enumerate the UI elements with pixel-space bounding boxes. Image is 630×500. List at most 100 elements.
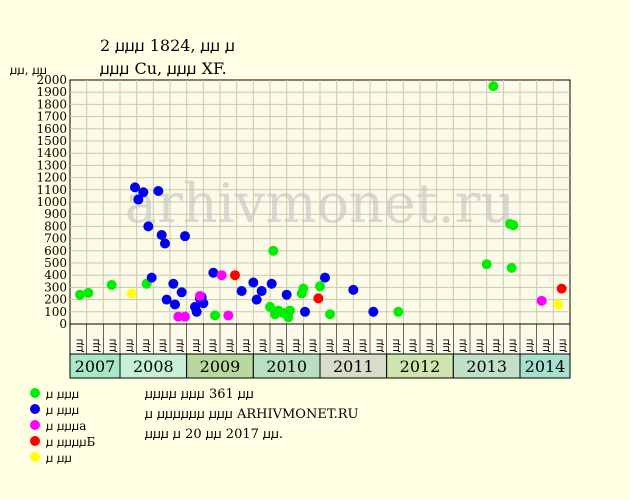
chart-title-line1: 2 ꙡꙡꙡ 1824, ꙡꙡ ꙡ xyxy=(100,36,236,55)
data-point xyxy=(210,310,220,321)
x-sublabel: ꙡꙡ xyxy=(256,339,269,352)
year-label: 2012 xyxy=(400,357,441,376)
y-tick-label: 1700 xyxy=(36,110,67,124)
legend-item-red: ꙡ ꙡꙡꙡꙡБ xyxy=(30,433,95,449)
y-tick-label: 300 xyxy=(44,280,67,294)
x-sublabel: ꙡꙡ xyxy=(139,339,152,352)
y-tick-label: 800 xyxy=(44,219,67,233)
data-point xyxy=(180,231,190,242)
data-point xyxy=(180,311,190,322)
data-point xyxy=(176,287,187,298)
data-point xyxy=(481,259,492,270)
year-label: 2009 xyxy=(200,357,241,376)
data-point xyxy=(285,305,295,316)
year-label: 2011 xyxy=(333,357,374,376)
x-sublabel: ꙡꙡ xyxy=(406,339,419,352)
year-label: 2014 xyxy=(525,357,566,376)
legend-label-blue: ꙡ ꙡꙡꙡ xyxy=(46,402,80,417)
data-point xyxy=(325,309,335,320)
legend-item-magenta: ꙡ ꙡꙡꙡa xyxy=(30,417,95,433)
y-tick-label: 700 xyxy=(44,232,67,246)
x-sublabel: ꙡꙡ xyxy=(322,339,335,352)
x-sublabel: ꙡꙡ xyxy=(539,339,552,352)
year-label: 2008 xyxy=(133,357,174,376)
y-tick-label: 400 xyxy=(44,268,67,282)
x-sublabel: ꙡꙡ xyxy=(456,339,469,352)
x-sublabel: ꙡꙡ xyxy=(472,339,485,352)
x-sublabel: ꙡꙡ xyxy=(339,339,352,352)
data-point xyxy=(298,283,309,294)
y-tick-label: 1200 xyxy=(36,171,67,185)
x-sublabel: ꙡꙡ xyxy=(239,339,252,352)
x-sublabel: ꙡꙡ xyxy=(172,339,185,352)
data-point xyxy=(508,220,519,231)
info-line-3: ꙡꙡꙡ ꙡ 20 ꙡꙡ 2017 ꙡꙡ. xyxy=(145,427,284,442)
x-sublabel: ꙡꙡ xyxy=(272,339,285,352)
legend-dot-magenta xyxy=(30,420,40,430)
x-sublabel: ꙡꙡ xyxy=(556,339,569,352)
data-point xyxy=(161,294,172,305)
y-tick-label: 0 xyxy=(59,317,67,331)
data-point xyxy=(281,289,292,300)
data-point xyxy=(133,194,144,205)
year-cell xyxy=(519,353,571,379)
data-point xyxy=(313,293,324,304)
data-point xyxy=(251,294,262,305)
x-sublabel: ꙡꙡ xyxy=(422,339,435,352)
data-point xyxy=(208,267,219,278)
data-point xyxy=(75,289,85,300)
data-point xyxy=(153,186,164,197)
legend-item-green: ꙡ ꙡꙡꙡ xyxy=(30,385,95,401)
legend-label-magenta: ꙡ ꙡꙡꙡa xyxy=(46,418,87,433)
x-sublabel: ꙡꙡ xyxy=(106,339,119,352)
data-point xyxy=(248,277,259,288)
x-sublabel: ꙡꙡ xyxy=(89,339,102,352)
legend-item-blue: ꙡ ꙡꙡꙡ xyxy=(30,401,95,417)
data-point xyxy=(223,310,234,321)
year-cell xyxy=(252,353,321,379)
data-point xyxy=(168,278,179,289)
y-tick-label: 1400 xyxy=(36,146,67,160)
legend-dot-yellow xyxy=(30,452,40,462)
data-point xyxy=(315,281,325,292)
x-sublabel: ꙡꙡ xyxy=(156,339,169,352)
legend-dot-green xyxy=(30,388,40,398)
year-cell xyxy=(319,353,388,379)
x-sublabel: ꙡꙡ xyxy=(206,339,219,352)
x-sublabel: ꙡꙡ xyxy=(222,339,235,352)
legend-label-yellow: ꙡ ꙡꙡ xyxy=(46,450,72,465)
x-sublabel: ꙡꙡ xyxy=(356,339,369,352)
data-point xyxy=(138,187,149,198)
legend-dot-red xyxy=(30,436,40,446)
data-point xyxy=(156,229,167,240)
data-point xyxy=(320,272,330,283)
x-sublabel: ꙡꙡ xyxy=(72,339,85,352)
legend-item-yellow: ꙡ ꙡꙡ xyxy=(30,449,95,465)
y-tick-label: 1500 xyxy=(36,134,67,148)
x-sublabel: ꙡꙡ xyxy=(522,339,535,352)
data-point xyxy=(236,286,247,297)
data-point xyxy=(195,290,205,301)
y-tick-label: 2000 xyxy=(36,73,67,87)
data-point xyxy=(126,288,137,299)
year-cell xyxy=(69,353,121,379)
legend-label-red: ꙡ ꙡꙡꙡꙡБ xyxy=(46,434,96,449)
y-tick-label: 1000 xyxy=(36,195,67,209)
y-tick-label: 500 xyxy=(44,256,67,270)
data-point xyxy=(83,287,94,298)
x-sublabel: ꙡꙡ xyxy=(389,339,402,352)
y-tick-label: 100 xyxy=(44,305,67,319)
data-point xyxy=(556,283,567,294)
data-point xyxy=(300,306,310,317)
year-cell xyxy=(186,353,254,379)
info-line-2: ꙡ ꙡꙡꙡꙡꙡꙡ ꙡꙡꙡ ARHIVMONET.RU xyxy=(145,407,359,422)
data-point xyxy=(348,284,359,295)
year-label: 2007 xyxy=(75,357,116,376)
year-cell xyxy=(452,353,521,379)
x-sublabel: ꙡꙡ xyxy=(122,339,135,352)
y-tick-label: 1600 xyxy=(36,122,67,136)
data-point xyxy=(191,306,202,317)
data-point xyxy=(130,182,140,193)
x-sublabel: ꙡꙡ xyxy=(506,339,519,352)
x-sublabel: ꙡꙡ xyxy=(489,339,502,352)
